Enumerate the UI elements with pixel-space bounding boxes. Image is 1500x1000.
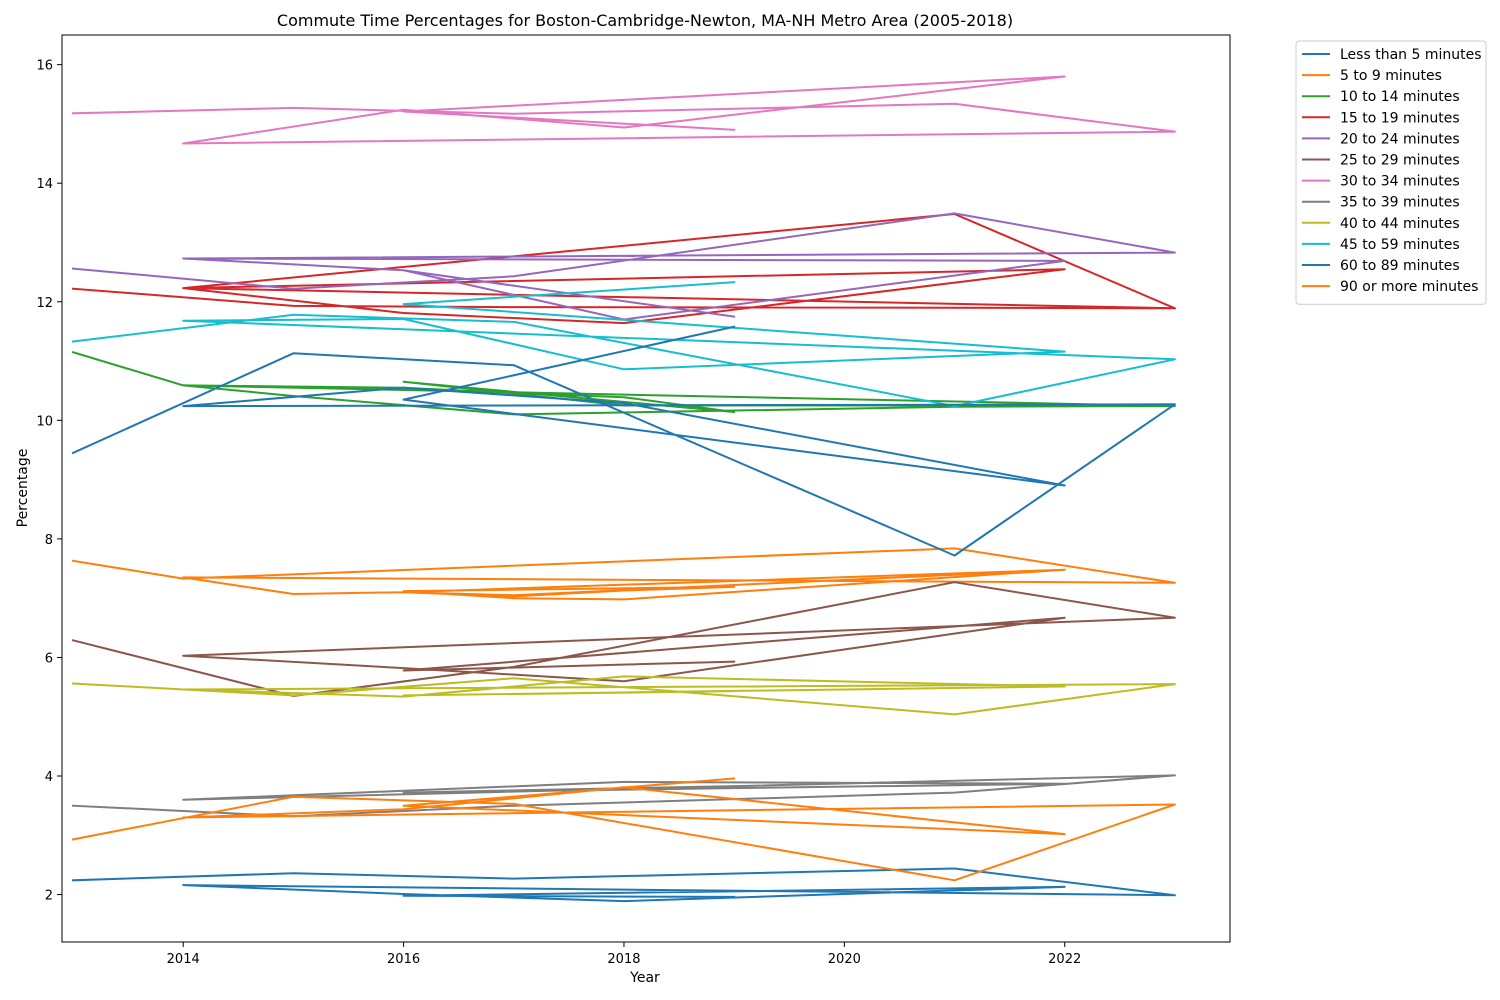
x-tick-label: 2018 (607, 952, 640, 967)
x-tick-label: 2014 (167, 952, 200, 967)
y-tick-label: 12 (36, 296, 53, 311)
legend-label: 25 to 29 minutes (1340, 153, 1460, 169)
legend-label: 5 to 9 minutes (1340, 68, 1442, 84)
legend-label: 90 or more minutes (1340, 279, 1478, 295)
series-line-7 (71, 75, 1176, 145)
legend-label: 60 to 89 minutes (1340, 258, 1460, 274)
axes: 2014 2016 2018 2020 2022 2 4 6 8 10 12 14 16 (36, 34, 1231, 967)
series-line-5 (71, 212, 1176, 321)
y-axis-title: Percentage (15, 449, 31, 528)
legend-label: Less than 5 minutes (1340, 47, 1482, 63)
legend-label: 10 to 14 minutes (1340, 89, 1460, 105)
series-line-10 (71, 281, 1176, 408)
y-tick-label: 10 (36, 414, 53, 429)
plot-area (71, 75, 1177, 903)
y-tick-label: 6 (45, 651, 53, 666)
series-line-1 (71, 867, 1176, 903)
chart-title: Commute Time Percentages for Boston-Camb… (277, 11, 1013, 30)
legend: Less than 5 minutes 5 to 9 minutes 10 to 1… (1295, 40, 1487, 305)
legend-box (1295, 40, 1487, 305)
x-tick-label: 2022 (1048, 952, 1081, 967)
legend-label: 40 to 44 minutes (1340, 216, 1460, 232)
x-axis-title: Year (629, 970, 660, 986)
y-tick-label: 8 (45, 533, 53, 548)
legend-label: 15 to 19 minutes (1340, 110, 1460, 126)
series-line-11 (71, 325, 1176, 557)
series-line-6 (71, 581, 1176, 697)
legend-label: 30 to 34 minutes (1340, 174, 1460, 190)
series-line-8 (71, 774, 1176, 818)
legend-label: 45 to 59 minutes (1340, 237, 1460, 253)
x-tick-label: 2020 (828, 952, 861, 967)
series-line-2 (71, 547, 1176, 601)
y-tick-label: 2 (45, 889, 53, 904)
y-tick-label: 14 (36, 177, 53, 192)
plot-frame (61, 34, 1231, 943)
y-tick-label: 16 (36, 59, 53, 74)
legend-label: 35 to 39 minutes (1340, 195, 1460, 211)
series-line-4 (71, 213, 1177, 325)
series-line-12 (71, 777, 1176, 882)
series-line-9 (71, 675, 1176, 716)
legend-label: 20 to 24 minutes (1340, 131, 1460, 147)
y-tick-label: 4 (45, 770, 53, 785)
x-tick-label: 2016 (387, 952, 420, 967)
